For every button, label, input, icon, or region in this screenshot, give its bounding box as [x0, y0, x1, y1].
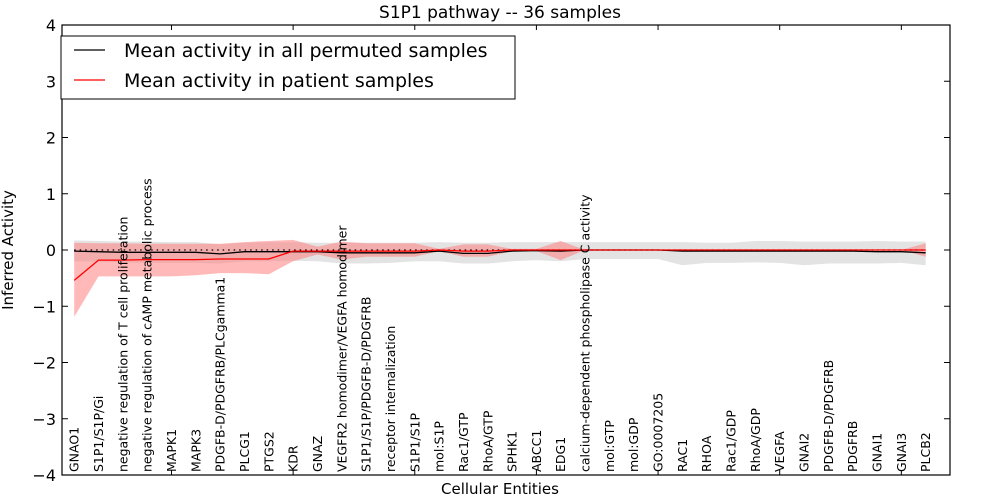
y-tick-label: −4: [32, 466, 56, 485]
y-tick-label: −3: [32, 410, 56, 429]
x-tick-label: PLCB2: [918, 432, 933, 472]
x-tick-label: MAPK3: [188, 429, 203, 472]
x-tick-label: negative regulation of T cell proliferat…: [115, 217, 130, 472]
x-tick-label: RAC1: [675, 439, 690, 472]
x-tick-label: Rac1/GTP: [456, 412, 471, 472]
x-tick-label: VEGFA: [772, 431, 787, 472]
x-tick-label: VEGFR2 homodimer/VEGFA homodimer: [334, 225, 349, 472]
x-tick-label: GNAO1: [67, 427, 82, 472]
x-tick-label: mol:GDP: [626, 417, 641, 472]
x-tick-label: PDGFB-D/PDGFRB: [821, 360, 836, 472]
x-tick-label: Rac1/GDP: [724, 410, 739, 472]
legend-label-patient: Mean activity in patient samples: [124, 70, 434, 92]
x-tick-label: mol:S1P: [432, 421, 447, 472]
legend-box: [60, 35, 516, 100]
x-tick-label: PLCG1: [237, 431, 252, 472]
series-lines: [73, 249, 926, 281]
y-tick-label: 4: [46, 16, 56, 35]
x-axis-label: Cellular Entities: [441, 480, 559, 498]
x-tick-label: GNAI1: [870, 433, 885, 472]
x-tick-label: mol:GTP: [602, 420, 617, 472]
x-tick-label: PTGS2: [261, 431, 276, 472]
x-tick-label: S1P1/S1P/Gi: [91, 396, 106, 472]
patient-band: [74, 239, 926, 317]
y-tick-label: 1: [46, 185, 56, 204]
x-tick-label: GNAI2: [797, 433, 812, 472]
y-ticks: −4 −3 −2 −1 0 1 2 3 4: [32, 16, 950, 485]
chart-title: S1P1 pathway -- 36 samples: [379, 3, 621, 23]
x-tick-label: RhoA/GTP: [480, 410, 495, 472]
y-axis-label: Inferred Activity: [0, 190, 17, 310]
legend: Mean activity in all permuted samples Me…: [60, 35, 516, 100]
x-tick-label: calcium-dependent phospholipase C activi…: [578, 194, 593, 472]
x-tick-label: S1P1/S1P: [407, 413, 422, 472]
x-tick-label: RhoA/GDP: [748, 408, 763, 472]
x-tick-label: GNAZ: [310, 436, 325, 472]
y-tick-label: 2: [46, 129, 56, 148]
x-tick-label: GNAI3: [894, 433, 909, 472]
x-tick-label: GO:0007205: [651, 393, 666, 472]
x-tick-label: negative regulation of cAMP metabolic pr…: [140, 178, 155, 472]
x-tick-label: PDGFRB: [845, 421, 860, 472]
x-tick-labels: GNAO1 S1P1/S1P/Gi negative regulation of T…: [67, 178, 934, 472]
y-tick-label: 3: [46, 72, 56, 91]
y-tick-label: −1: [32, 297, 56, 316]
permuted-mean-line: [74, 249, 926, 255]
x-tick-label: MAPK1: [164, 429, 179, 472]
x-tick-label: RHOA: [699, 435, 714, 472]
y-tick-label: −2: [32, 354, 56, 373]
x-tick-label: ABCC1: [529, 430, 544, 472]
x-tick-label: EDG1: [553, 437, 568, 472]
x-tick-label: receptor internalization: [383, 326, 398, 472]
legend-label-permuted: Mean activity in all permuted samples: [124, 40, 487, 62]
x-tick-label: KDR: [286, 445, 301, 472]
x-tick-label: S1P1/S1P/PDGFB-D/PDGFRB: [359, 297, 374, 473]
y-tick-label: 0: [46, 241, 56, 260]
patient-mean-line: [73, 249, 926, 281]
x-tick-label: SPHK1: [505, 431, 520, 472]
x-tick-label: PDGFB-D/PDGFRB/PLCgamma1: [213, 277, 228, 472]
